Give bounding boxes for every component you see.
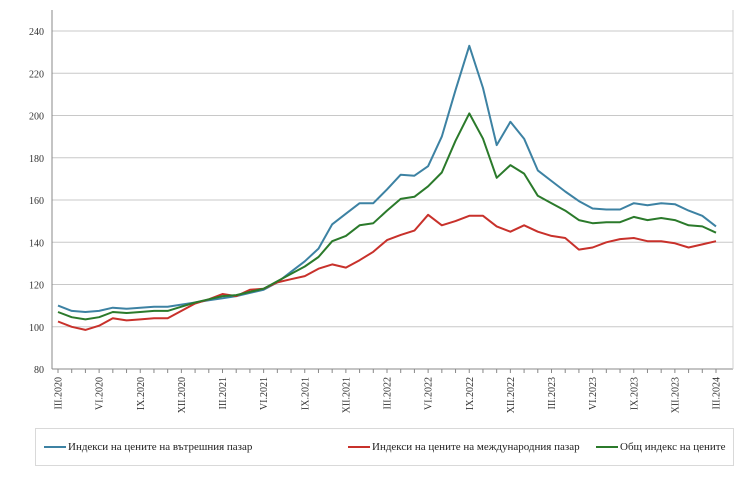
y-tick-label: 120 — [29, 281, 44, 292]
series-line-international — [57, 213, 717, 331]
x-tick-label: III.2020 — [54, 377, 65, 410]
x-tick-label: IX.2021 — [300, 377, 311, 410]
gridlines — [52, 30, 733, 328]
legend-item-international: Индекси на цените на международния пазар — [348, 441, 580, 453]
x-tick-label: VI.2022 — [424, 377, 435, 410]
series-line-domestic — [57, 44, 717, 313]
x-tick-label: IX.2020 — [136, 377, 147, 410]
axes — [51, 10, 734, 373]
x-tick-label: VI.2023 — [588, 377, 599, 410]
legend-item-overall: Общ индекс на цените — [596, 441, 725, 453]
x-tick-label: XII.2021 — [341, 377, 352, 413]
series-line-overall — [57, 112, 717, 321]
y-tick-label: 140 — [29, 238, 44, 249]
y-tick-label: 100 — [29, 323, 44, 334]
y-tick-label: 180 — [29, 154, 44, 165]
x-tick-label: XII.2022 — [506, 377, 517, 413]
y-tick-label: 240 — [29, 27, 44, 38]
legend-label-domestic: Индекси на цените на вътрешния пазар — [68, 441, 253, 453]
x-tick-label: III.2021 — [218, 377, 229, 410]
x-tick-label: VI.2021 — [259, 377, 270, 410]
x-tick-label: III.2024 — [712, 377, 723, 410]
y-tick-label: 220 — [29, 69, 44, 80]
legend-swatch-overall — [596, 445, 618, 449]
x-tick-label: XII.2023 — [670, 377, 681, 413]
y-tick-label: 160 — [29, 196, 44, 207]
series-lines — [57, 44, 717, 331]
legend: Индекси на цените на вътрешния пазар Инд… — [35, 428, 734, 466]
x-tick-label: XII.2020 — [177, 377, 188, 413]
legend-item-domestic: Индекси на цените на вътрешния пазар — [44, 441, 252, 453]
x-tick-label: IX.2023 — [629, 377, 640, 410]
legend-label-overall: Общ индекс на цените — [620, 441, 726, 453]
legend-swatch-domestic — [44, 445, 66, 449]
y-tick-label: 200 — [29, 112, 44, 123]
x-tick-label: III.2023 — [547, 377, 558, 410]
y-tick-labels: 80 100 120 140 160 180 200 220 240 — [29, 27, 44, 376]
x-tick-label: III.2022 — [383, 377, 394, 410]
legend-label-international: Индекси на цените на международния пазар — [372, 441, 580, 453]
x-tick-labels: III.2020 VI.2020 IX.2020 XII.2020 III.2021 VI… — [54, 377, 723, 413]
x-tick-label: VI.2020 — [95, 377, 106, 410]
x-tick-label: IX.2022 — [465, 377, 476, 410]
legend-swatch-international — [348, 445, 370, 449]
y-tick-label: 80 — [34, 365, 44, 376]
